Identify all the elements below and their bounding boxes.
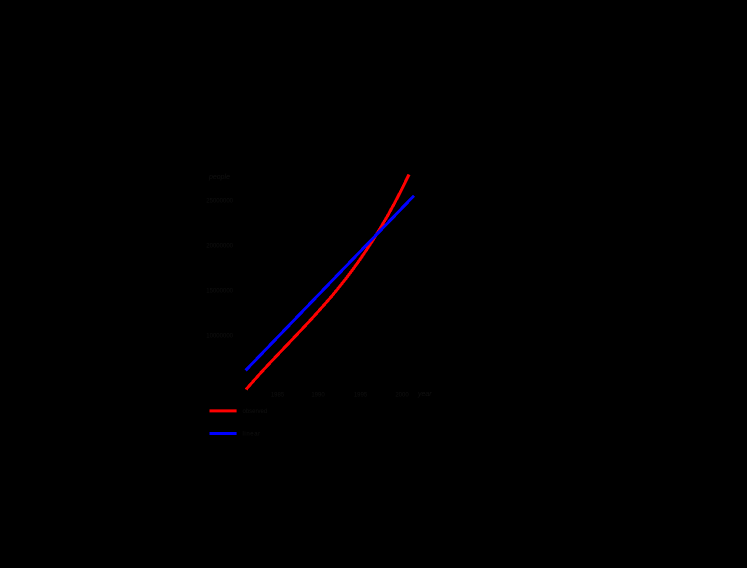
- svg-text:observed: observed: [243, 409, 268, 415]
- svg-text:people: people: [208, 174, 230, 181]
- svg-text:year: year: [417, 391, 432, 398]
- svg-text:25000000: 25000000: [206, 199, 233, 205]
- svg-text:linear: linear: [243, 432, 261, 438]
- svg-text:20000000: 20000000: [206, 244, 233, 250]
- svg-text:15000000: 15000000: [206, 289, 233, 295]
- svg-text:10000000: 10000000: [206, 334, 233, 340]
- svg-text:1985: 1985: [271, 393, 285, 399]
- svg-text:1995: 1995: [354, 393, 368, 399]
- svg-text:1990: 1990: [311, 393, 325, 399]
- svg-text:2000: 2000: [395, 393, 409, 399]
